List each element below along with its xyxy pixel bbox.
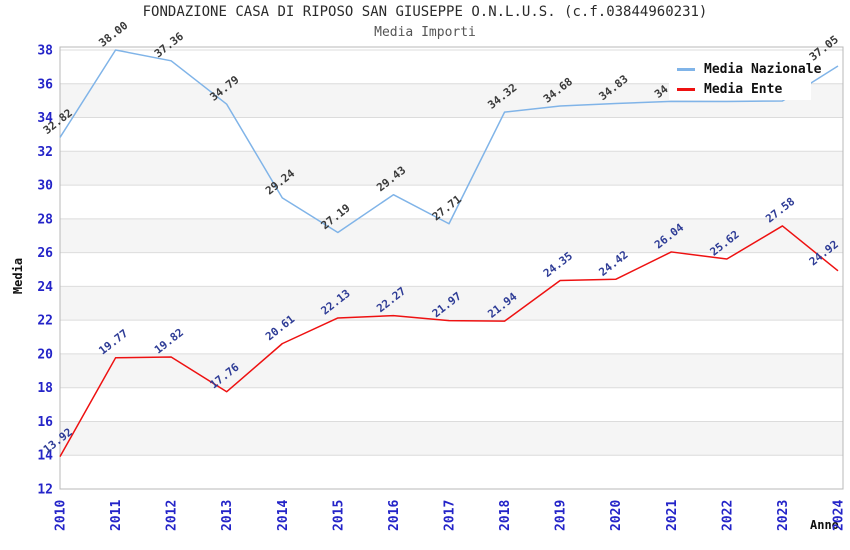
y-tick-label: 26 xyxy=(37,246,53,261)
point-value-label: 19.77 xyxy=(96,327,130,358)
plot-border xyxy=(59,46,844,490)
y-tick-label: 32 xyxy=(37,145,53,160)
x-tick-label: 2011 xyxy=(109,500,124,531)
legend-label: Media Nazionale xyxy=(704,61,822,77)
y-tick-label: 20 xyxy=(37,347,53,362)
line-swatch-icon xyxy=(677,87,695,91)
x-tick-label: 2021 xyxy=(665,500,680,531)
chart-title: FONDAZIONE CASA DI RIPOSO SAN GIUSEPPE O… xyxy=(142,4,708,20)
x-tick-label: 2014 xyxy=(276,500,291,531)
y-tick-label: 38 xyxy=(37,44,53,59)
y-tick-label: 18 xyxy=(37,381,53,396)
point-value-label: 24.35 xyxy=(541,249,575,280)
plot-band xyxy=(60,151,843,186)
y-tick-label: 12 xyxy=(37,483,53,498)
x-tick-label: 2022 xyxy=(720,500,735,531)
series-line-1 xyxy=(59,225,839,457)
x-tick-label: 2019 xyxy=(554,500,569,531)
point-value-label: 38.00 xyxy=(96,19,130,50)
y-tick-label: 14 xyxy=(37,449,53,464)
x-tick-label: 2018 xyxy=(498,500,513,531)
x-tick-label: 2013 xyxy=(220,500,235,531)
y-tick-label: 22 xyxy=(37,314,53,329)
x-tick-label: 2020 xyxy=(609,500,624,531)
legend-item-media-ente: Media Ente xyxy=(677,79,811,99)
y-tick-label: 34 xyxy=(37,111,53,126)
point-value-label: 37.05 xyxy=(807,33,841,64)
y-tick-label: 30 xyxy=(37,179,53,194)
legend-item-media-nazionale: Media Nazionale xyxy=(677,59,821,79)
legend: Media Nazionale Media Ente xyxy=(669,57,821,100)
x-tick-label: 2017 xyxy=(443,500,458,531)
line-swatch-icon xyxy=(677,67,695,71)
x-tick-label: 2016 xyxy=(387,500,402,531)
x-tick-label: 2012 xyxy=(165,500,180,531)
y-tick-label: 36 xyxy=(37,77,53,92)
x-tick-label: 2015 xyxy=(331,500,346,531)
y-tick-label: 16 xyxy=(37,415,53,430)
series-line-0 xyxy=(59,49,839,234)
chart-subtitle: Media Importi xyxy=(374,25,476,40)
legend-label: Media Ente xyxy=(704,81,783,97)
plot-band xyxy=(60,218,843,253)
y-tick-label: 24 xyxy=(37,280,53,295)
x-tick-label: 2023 xyxy=(776,500,791,531)
x-tick-label: 2024 xyxy=(832,500,847,531)
point-value-label: 19.82 xyxy=(152,326,186,357)
point-value-label: 37.36 xyxy=(152,30,186,61)
plot-band xyxy=(60,286,843,321)
x-axis-title: Anno xyxy=(810,518,839,532)
plot-band xyxy=(60,353,843,388)
x-tick-label: 2010 xyxy=(54,500,69,531)
plot-band xyxy=(60,421,843,456)
y-tick-label: 28 xyxy=(37,212,53,227)
